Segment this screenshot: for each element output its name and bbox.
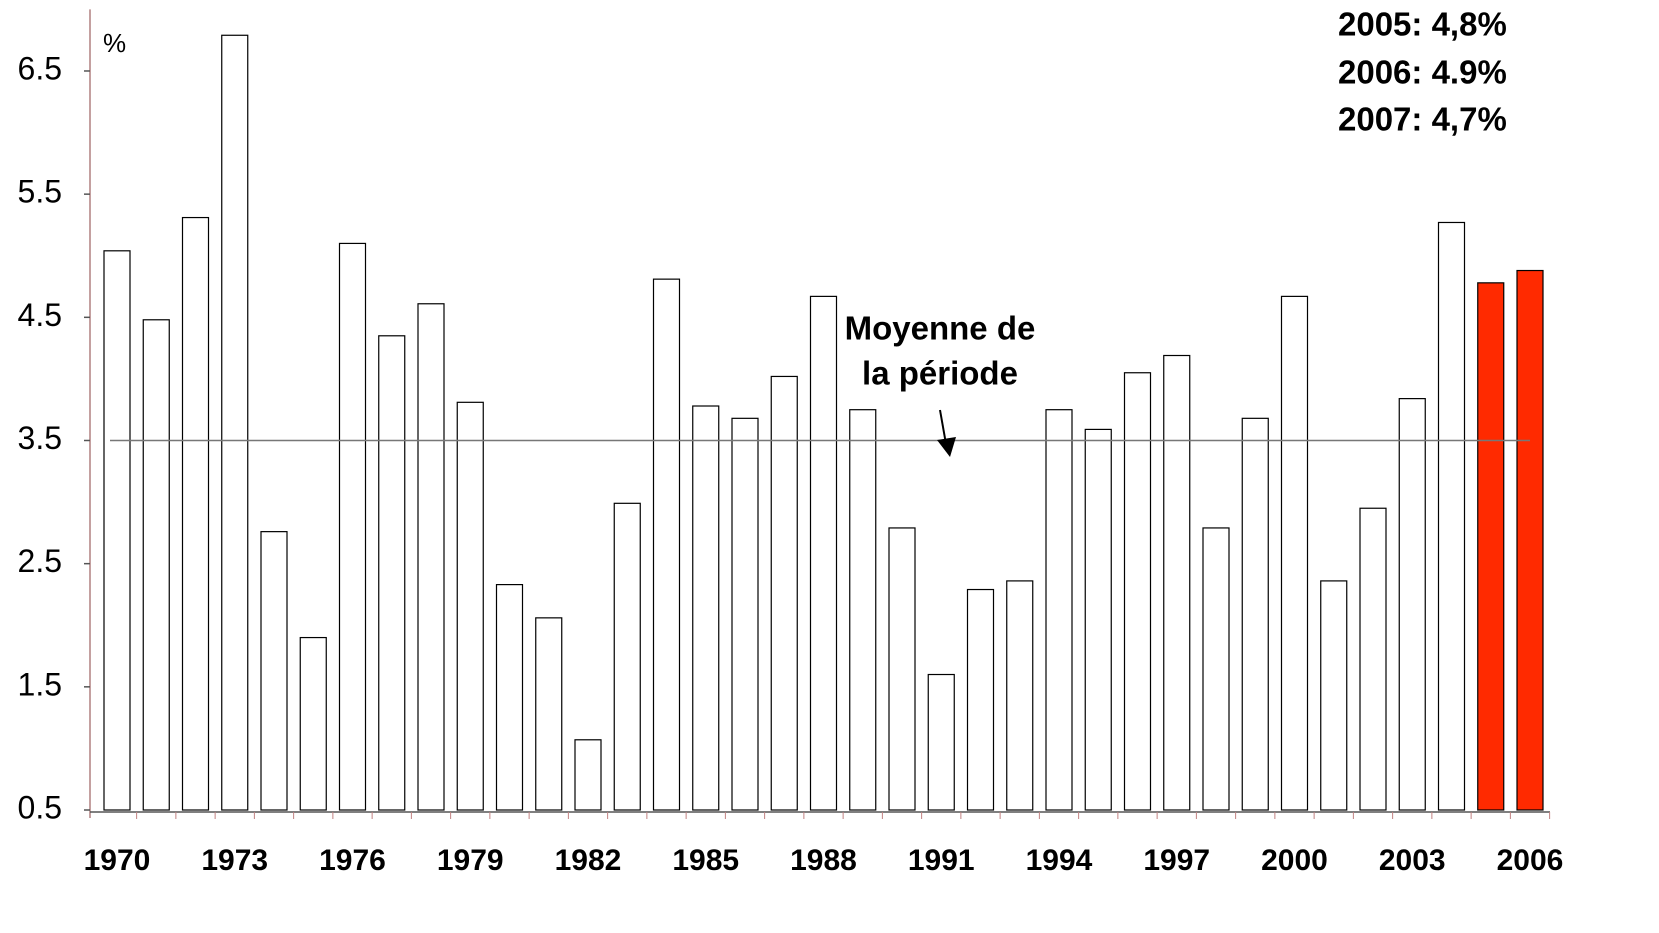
bar xyxy=(378,335,406,811)
x-tick-label: 1997 xyxy=(1143,844,1210,877)
bar xyxy=(299,636,327,811)
bar xyxy=(809,295,838,811)
bar xyxy=(613,502,641,811)
bar xyxy=(1006,580,1034,811)
bar xyxy=(221,34,249,811)
mean-arrowhead xyxy=(937,437,956,457)
annotation: 2007: 4,7% xyxy=(1338,101,1507,138)
x-tick-label: 1979 xyxy=(437,844,504,877)
bar xyxy=(495,584,524,811)
bar xyxy=(1477,282,1505,811)
bar xyxy=(1045,409,1073,811)
bar xyxy=(849,409,877,811)
annotation: 2006: 4.9% xyxy=(1338,54,1507,91)
bar xyxy=(260,531,288,811)
bar xyxy=(456,401,484,811)
bar xyxy=(966,588,995,811)
x-tick-label: 1994 xyxy=(1026,844,1093,877)
bar xyxy=(1359,507,1387,811)
bar xyxy=(1437,221,1466,811)
bar xyxy=(1398,398,1426,811)
bar xyxy=(535,617,563,811)
mean-label: la période xyxy=(862,355,1018,392)
y-tick-label: 3.5 xyxy=(18,420,62,456)
bar xyxy=(731,417,759,811)
y-tick-label: 0.5 xyxy=(18,789,62,825)
x-tick-label: 1985 xyxy=(672,844,739,877)
x-tick-label: 2006 xyxy=(1497,844,1564,877)
mean-label: Moyenne de xyxy=(845,310,1036,347)
bar xyxy=(103,250,131,811)
x-tick-label: 2003 xyxy=(1379,844,1446,877)
bar xyxy=(1516,269,1544,811)
y-tick-label: 5.5 xyxy=(18,174,62,210)
bar xyxy=(181,216,210,811)
bar xyxy=(692,405,720,811)
y-tick-label: 2.5 xyxy=(18,543,62,579)
bar xyxy=(142,319,170,811)
bar xyxy=(1320,580,1348,811)
bar xyxy=(1241,417,1269,811)
bar xyxy=(1084,428,1112,811)
bar xyxy=(1280,295,1309,811)
bar xyxy=(574,739,602,811)
bar xyxy=(1163,354,1191,811)
y-tick-label: 1.5 xyxy=(18,666,62,702)
bar xyxy=(888,527,916,811)
x-tick-label: 1988 xyxy=(790,844,857,877)
x-tick-label: 1970 xyxy=(84,844,151,877)
x-tick-label: 1973 xyxy=(201,844,268,877)
y-unit: % xyxy=(103,28,126,58)
bar xyxy=(652,278,681,811)
bar xyxy=(770,375,798,811)
x-tick-label: 1991 xyxy=(908,844,975,877)
bar xyxy=(1123,372,1152,811)
mean-arrow xyxy=(939,409,947,445)
x-tick-label: 1982 xyxy=(555,844,622,877)
bar xyxy=(417,303,445,811)
bar xyxy=(927,673,955,811)
y-tick-label: 6.5 xyxy=(18,50,62,86)
annotation: 2005: 4,8% xyxy=(1338,6,1507,43)
y-tick-label: 4.5 xyxy=(18,297,62,333)
bar xyxy=(1202,527,1230,811)
x-tick-label: 2000 xyxy=(1261,844,1328,877)
x-tick-label: 1976 xyxy=(319,844,386,877)
bar xyxy=(338,242,367,811)
